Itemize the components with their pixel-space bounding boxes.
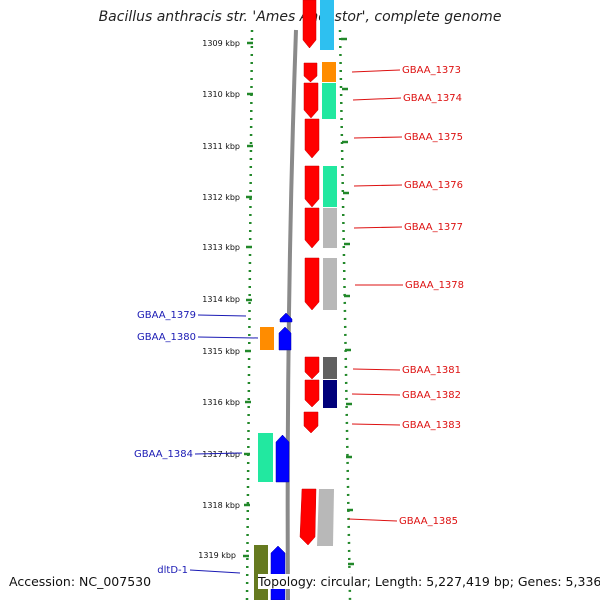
gene-arrow[interactable] xyxy=(304,207,320,249)
gene-label[interactable]: GBAA_1385 xyxy=(399,516,458,527)
gene-arrow[interactable] xyxy=(279,312,293,323)
ruler-left-ticks xyxy=(243,41,253,558)
gene-arrow[interactable] xyxy=(304,379,320,408)
gene-arrow[interactable] xyxy=(275,434,290,483)
tick-label: 1318 kbp xyxy=(202,501,240,510)
feature-block-grey[interactable] xyxy=(317,489,334,546)
gene-arrow[interactable] xyxy=(303,411,319,434)
gene-arrow[interactable] xyxy=(304,118,320,159)
ruler-right-ticks xyxy=(341,37,354,566)
feature-block-orange[interactable] xyxy=(322,62,336,82)
gene-label[interactable]: GBAA_1379 xyxy=(137,310,196,321)
feature-block-grey[interactable] xyxy=(323,208,337,248)
tick-label: 1309 kbp xyxy=(202,39,240,48)
ruler-left xyxy=(245,29,254,600)
feature-block-cyan[interactable] xyxy=(320,0,334,50)
tick-label: 1316 kbp xyxy=(202,398,240,407)
gene-label[interactable]: GBAA_1373 xyxy=(402,65,461,76)
gene-label[interactable]: GBAA_1380 xyxy=(137,332,196,343)
gene-arrow[interactable] xyxy=(270,545,286,600)
gene-label[interactable]: GBAA_1381 xyxy=(402,365,461,376)
feature-block-orange[interactable] xyxy=(260,327,274,350)
gene-arrow[interactable] xyxy=(302,0,317,49)
gene-label[interactable]: dltD-1 xyxy=(157,565,188,576)
gene-label[interactable]: GBAA_1384 xyxy=(134,449,193,460)
feature-block-navy[interactable] xyxy=(323,380,337,408)
gene-arrow[interactable] xyxy=(304,257,320,311)
reverse-label-leaders xyxy=(189,314,259,574)
gene-arrow[interactable] xyxy=(299,488,317,546)
forward-gene-arrows xyxy=(299,0,320,546)
gene-arrow[interactable] xyxy=(303,82,319,119)
tick-label: 1315 kbp xyxy=(202,347,240,356)
gene-label[interactable]: GBAA_1374 xyxy=(403,93,462,104)
tick-label: 1310 kbp xyxy=(202,90,240,99)
gene-label[interactable]: GBAA_1378 xyxy=(405,280,464,291)
topology-label: Topology: circular; Length: 5,227,419 bp… xyxy=(258,574,600,589)
feature-block-mint[interactable] xyxy=(258,433,273,482)
feature-block-grey[interactable] xyxy=(323,258,337,310)
gene-arrow[interactable] xyxy=(304,165,320,208)
gene-label[interactable]: GBAA_1383 xyxy=(402,420,461,431)
feature-block-dark-grey[interactable] xyxy=(323,357,337,379)
gene-arrow[interactable] xyxy=(304,356,320,380)
tick-label: 1314 kbp xyxy=(202,295,240,304)
feature-block-mint[interactable] xyxy=(322,83,336,119)
accession-label: Accession: NC_007530 xyxy=(9,574,152,589)
gene-label[interactable]: GBAA_1376 xyxy=(404,180,463,191)
tick-label: 1317 kbp xyxy=(202,450,240,459)
tick-label: 1313 kbp xyxy=(202,243,240,252)
tick-label: 1319 kbp xyxy=(198,551,236,560)
gene-arrow[interactable] xyxy=(278,326,292,351)
gene-label[interactable]: GBAA_1382 xyxy=(402,390,461,401)
gene-arrow[interactable] xyxy=(303,62,318,83)
map-title: Bacillus anthracis str. 'Ames Ancestor',… xyxy=(98,9,502,25)
feature-block-mint[interactable] xyxy=(323,166,337,207)
forward-label-leaders xyxy=(348,69,403,522)
gene-label[interactable]: GBAA_1375 xyxy=(404,132,463,143)
ruler-right xyxy=(338,29,352,600)
tick-label: 1311 kbp xyxy=(202,142,240,151)
tick-label: 1312 kbp xyxy=(202,193,240,202)
backbone xyxy=(285,29,298,600)
gene-label[interactable]: GBAA_1377 xyxy=(404,222,463,233)
feature-block-olive[interactable] xyxy=(254,545,268,600)
